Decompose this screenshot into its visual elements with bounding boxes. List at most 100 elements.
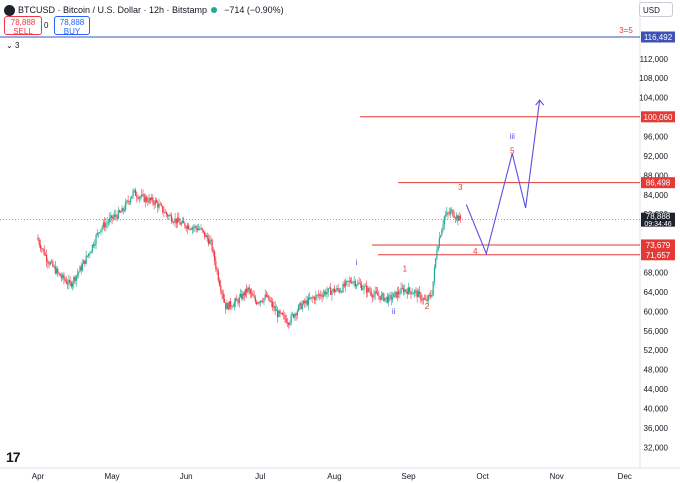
- candle: [390, 291, 392, 306]
- candle-body: [67, 283, 69, 285]
- candle-body: [89, 253, 91, 255]
- candle: [131, 195, 133, 199]
- candle: [421, 294, 423, 305]
- candle-body: [215, 261, 217, 269]
- candle: [88, 253, 90, 258]
- candle-body: [154, 200, 156, 205]
- candle: [84, 260, 86, 267]
- symbol-line[interactable]: BTCUSD · Bitcoin / U.S. Dollar · 12h · B…: [18, 5, 208, 15]
- indicators-toggle[interactable]: ⌄ 3: [6, 41, 19, 50]
- candle: [251, 288, 253, 299]
- candle-body: [202, 230, 205, 232]
- candle: [44, 251, 47, 256]
- candle-body: [311, 297, 313, 299]
- candle-body: [53, 266, 55, 268]
- candle: [323, 290, 326, 297]
- candle: [295, 312, 297, 321]
- time-axis[interactable]: Apr May Jun Jul Aug Sep Oct Nov Dec: [32, 472, 632, 481]
- chevron-down-icon: ⌄: [6, 41, 13, 50]
- candle-body: [393, 293, 395, 298]
- candle: [365, 280, 368, 298]
- candle: [394, 290, 396, 298]
- candle: [352, 280, 354, 285]
- candle-body: [218, 280, 221, 286]
- candle-body: [96, 232, 98, 236]
- candle-body: [60, 276, 63, 278]
- candle-body: [314, 297, 316, 301]
- candle-body: [179, 221, 181, 225]
- candle: [342, 281, 344, 294]
- candle: [274, 301, 276, 316]
- candle-body: [306, 300, 308, 305]
- wave-label: i: [356, 258, 358, 267]
- candle: [55, 265, 58, 275]
- candle-body: [419, 291, 421, 294]
- candle: [100, 229, 102, 236]
- candle: [179, 218, 181, 225]
- candle-body: [137, 197, 139, 199]
- candle: [278, 309, 280, 318]
- candle-body: [127, 200, 129, 202]
- candle: [109, 212, 111, 226]
- candle-body: [92, 244, 95, 246]
- candle: [296, 308, 298, 320]
- candle-body: [221, 290, 223, 294]
- price-tick-label: 60,000: [644, 307, 669, 316]
- candle-body: [181, 220, 184, 223]
- candle-body: [438, 237, 440, 247]
- candle-body: [326, 291, 328, 295]
- candle-body: [411, 293, 413, 295]
- candle-body: [84, 260, 86, 264]
- buy-button[interactable]: 78,888 BUY: [54, 16, 90, 36]
- spread-value: 0: [44, 21, 49, 30]
- candle: [39, 239, 42, 252]
- level-price-tag: [641, 177, 675, 189]
- candle: [123, 205, 126, 213]
- candle: [436, 245, 438, 261]
- candle-body: [65, 280, 68, 284]
- candle: [244, 288, 247, 298]
- price-axis[interactable]: 112,000108,000104,00096,00092,00088,0008…: [639, 31, 675, 453]
- level-price-label: 116,492: [644, 33, 673, 42]
- candle: [410, 290, 412, 299]
- time-tick-label: Apr: [32, 472, 45, 481]
- candle-body: [123, 209, 126, 211]
- sell-button[interactable]: 78,888 SELL: [4, 16, 42, 36]
- candle-body: [138, 197, 140, 199]
- candle: [173, 220, 175, 225]
- level-price-label: 100,060: [644, 113, 673, 122]
- candle-body: [389, 295, 391, 297]
- candle: [431, 289, 433, 299]
- candle-body: [163, 212, 165, 213]
- candle: [359, 278, 361, 288]
- candle: [185, 225, 187, 232]
- candle-body: [249, 289, 252, 294]
- candlesticks: [37, 187, 461, 329]
- candle-body: [237, 300, 239, 304]
- currency-selector[interactable]: USD: [639, 2, 673, 17]
- candle: [286, 317, 289, 328]
- candle-body: [75, 275, 77, 281]
- candle: [42, 247, 44, 252]
- candle-body: [388, 295, 390, 303]
- candle-body: [353, 281, 355, 283]
- candle: [146, 195, 148, 204]
- candle: [415, 287, 417, 297]
- candle: [280, 312, 282, 315]
- candle: [136, 191, 138, 203]
- candle-body: [118, 210, 121, 213]
- candle: [402, 285, 405, 296]
- candle: [262, 298, 264, 304]
- candle: [353, 276, 355, 288]
- candle-body: [267, 295, 269, 297]
- candle-body: [54, 266, 56, 274]
- candle: [210, 235, 212, 246]
- candle: [209, 235, 211, 245]
- candle-body: [197, 228, 200, 231]
- candle: [347, 280, 349, 287]
- candle: [307, 293, 310, 311]
- candle-body: [398, 291, 400, 294]
- candle-body: [320, 294, 322, 296]
- candle: [446, 206, 448, 217]
